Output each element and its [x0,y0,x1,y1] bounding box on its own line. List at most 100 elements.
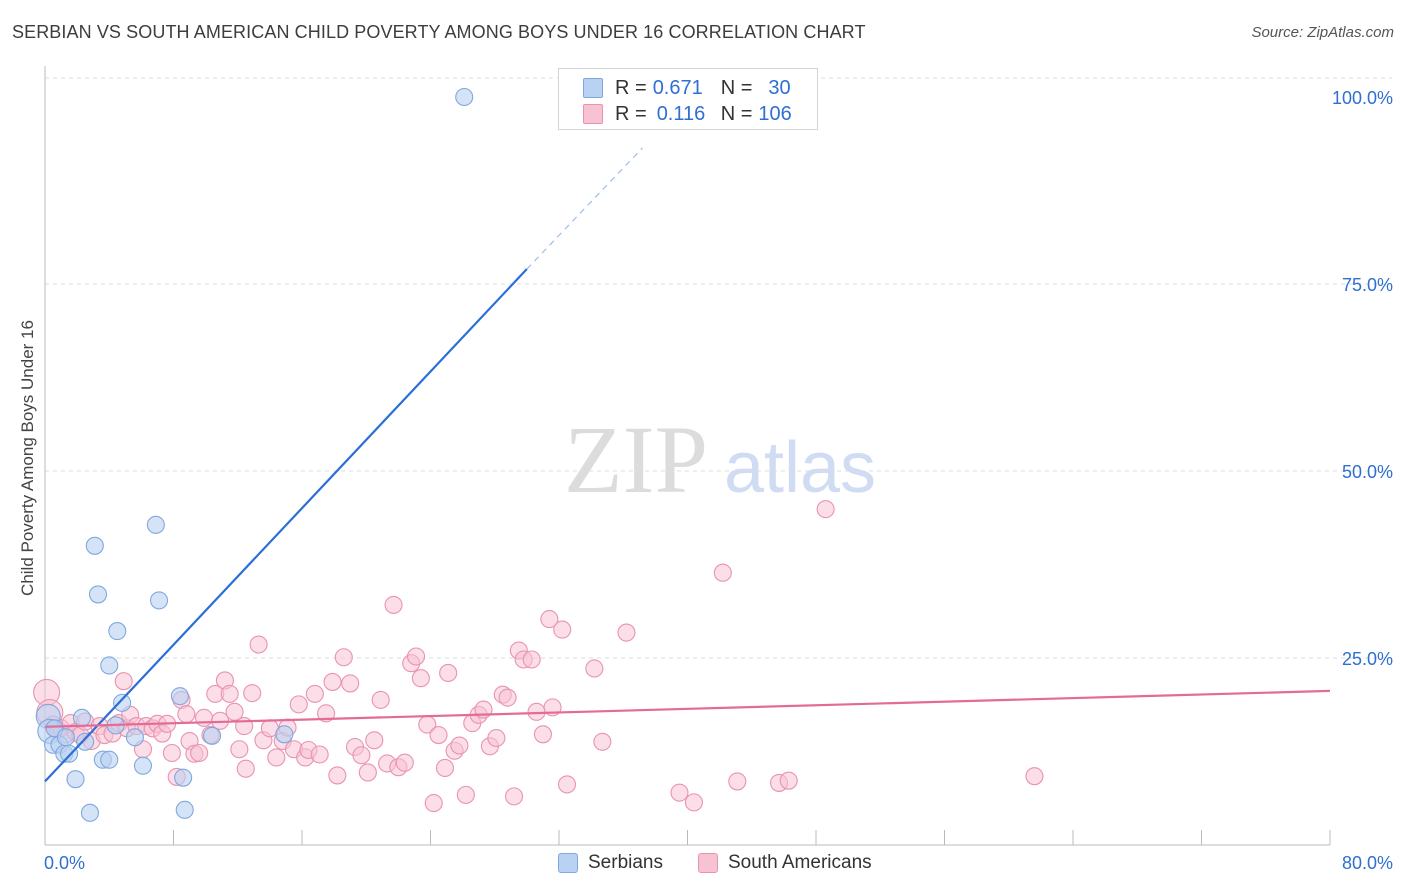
data-point-serbian [125,728,144,747]
y-tick-label: 75.0% [1342,275,1393,295]
data-point-south-american [557,775,577,794]
data-point-south-american [1025,767,1044,786]
data-point-south-american [593,732,612,751]
data-point-serbian [170,687,189,706]
data-point-south-american [429,725,448,745]
y-tick-label: 50.0% [1342,462,1393,482]
data-point-serbian [455,87,474,107]
data-point-south-american [585,659,604,678]
data-point-south-american [323,672,342,691]
bottom-legend-label: South Americans [728,852,872,873]
data-point-south-american [230,740,249,759]
data-point-serbian [80,803,100,822]
data-point-south-american [816,500,835,519]
data-point-south-american [114,672,133,691]
bottom-swatch-south-americans [698,853,718,873]
data-point-south-american [504,787,524,806]
data-point-south-american [243,684,262,703]
data-point-south-american [162,743,181,763]
legend-row-south-americans: R = 0.116 N = 106 [583,101,792,127]
legend-r-label: R = [615,76,647,99]
data-point-south-american [533,725,552,744]
data-point-south-american [670,783,689,802]
legend-n-value: 30 [768,76,791,99]
data-point-south-american [439,663,458,683]
data-point-serbian [108,622,127,641]
data-point-serbian [113,693,132,712]
data-point-south-american [713,563,732,582]
data-point-south-american [341,674,360,693]
y-tick-label: 25.0% [1342,649,1393,669]
data-point-south-american [779,771,798,790]
data-point-south-american [450,736,469,755]
legend-r-value: 0.671 [652,76,703,99]
data-point-serbian [100,750,119,769]
trendline-south-americans [44,689,1331,728]
data-point-south-american [317,704,336,723]
legend-r-label: R = [615,102,647,125]
trendline-serbians [44,268,528,783]
data-point-south-american [522,650,541,669]
data-point-serbian [133,756,153,775]
data-point-south-american [334,648,353,667]
data-point-south-american [249,635,268,654]
data-point-south-american [267,748,286,767]
x-tick-label: 80.0% [1342,853,1393,873]
legend-row-serbians: R = 0.671 N = 30 [583,75,791,101]
data-point-serbian [66,770,85,789]
data-point-south-american [225,702,244,721]
data-point-south-american [352,746,371,765]
legend-n-label: N = [720,76,753,99]
data-point-serbian [72,708,91,727]
data-point-south-american [617,623,636,642]
legend-n-value: 106 [758,102,792,125]
data-point-south-american [498,688,517,707]
data-point-serbian [175,800,194,819]
data-point-south-american [305,684,324,703]
bottom-legend-serbians: Serbians [558,852,663,874]
source-label: Source: ZipAtlas.com [1251,24,1394,41]
data-point-south-american [371,690,390,709]
data-point-serbian [56,728,75,747]
data-point-south-american [553,620,572,639]
data-point-south-american [684,793,703,812]
data-point-south-american [177,705,196,724]
data-point-south-american [435,758,455,778]
watermark-atlas: atlas [724,428,876,508]
data-point-serbian [146,515,165,534]
watermark-zip: ZIP [564,406,708,513]
legend-n-label: N = [720,102,753,125]
data-point-serbian [275,725,294,744]
bottom-swatch-serbians [558,853,578,873]
legend-swatch-serbians [583,78,603,98]
data-point-south-american [194,708,214,727]
data-point-south-american [540,610,559,629]
data-point-south-american [190,743,209,763]
trendline-serbians-extrapolated [526,147,643,270]
data-point-south-american [365,731,384,750]
data-point-south-american [487,728,506,748]
data-point-south-american [289,695,308,714]
data-point-serbian [149,591,169,610]
data-point-south-american [328,766,347,785]
data-point-serbian [85,536,104,555]
data-point-south-american [424,794,443,813]
data-point-serbian [76,732,95,751]
data-point-south-american [236,759,255,778]
data-point-south-american [358,763,377,782]
data-point-south-american [411,669,430,688]
data-point-serbian [203,726,222,745]
legend-box: R = 0.671 N = 30 R = 0.116 N = 106 [558,68,818,130]
data-point-south-american [728,772,747,791]
bottom-legend-south-americans: South Americans [698,852,872,874]
data-point-south-american [395,753,414,772]
chart-title: SERBIAN VS SOUTH AMERICAN CHILD POVERTY … [12,22,866,42]
legend-swatch-south-americans [583,104,603,124]
x-tick-label: 0.0% [44,853,85,873]
data-point-serbian [60,744,79,763]
data-point-south-american [406,647,426,666]
y-tick-label: 100.0% [1332,88,1393,108]
legend-r-value: 0.116 [656,102,706,125]
data-point-south-american [384,595,403,614]
